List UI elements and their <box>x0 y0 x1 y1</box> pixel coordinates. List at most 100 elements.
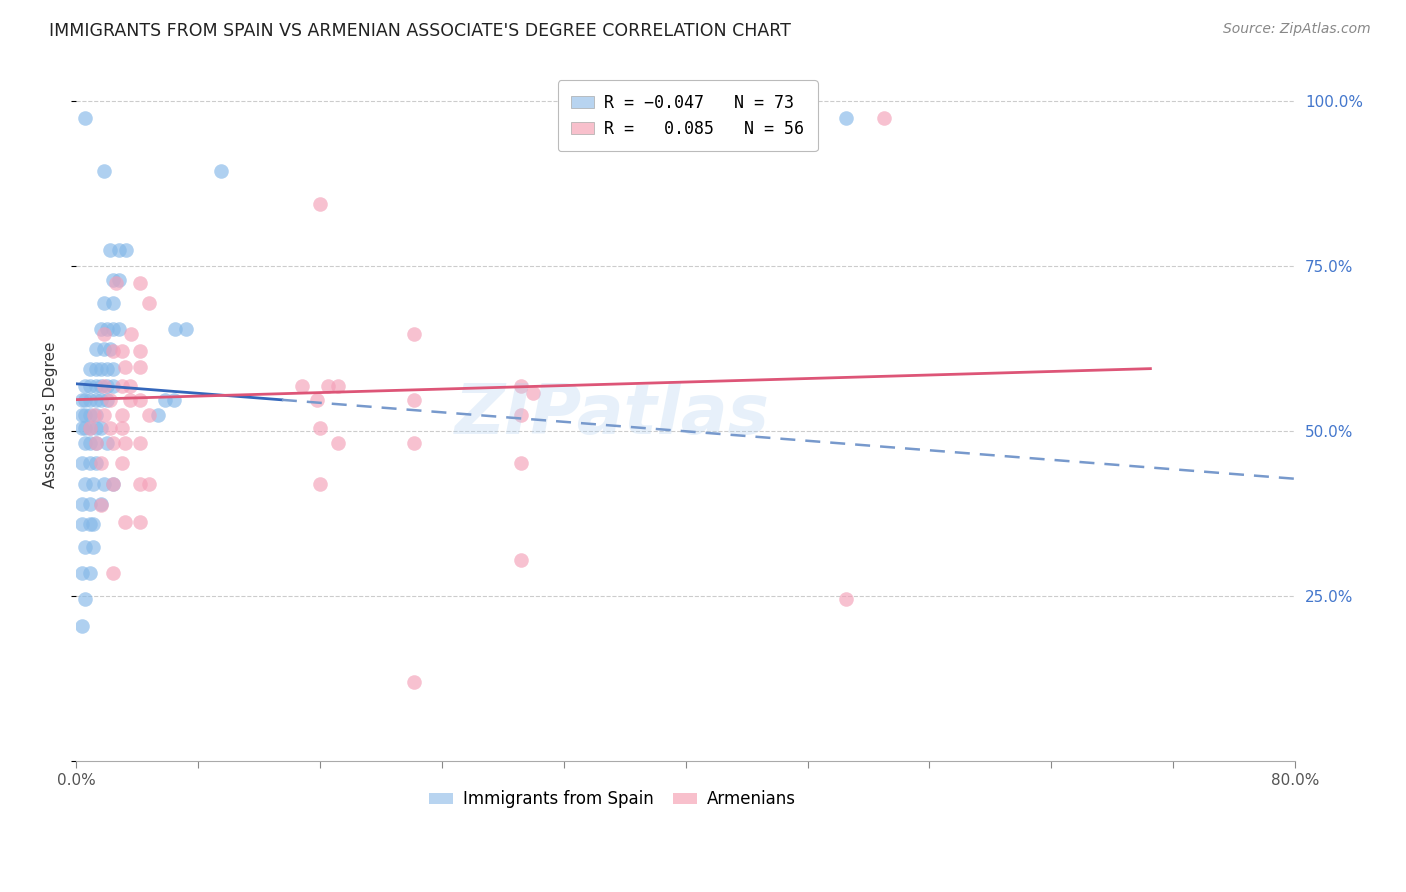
Point <box>75 408 97 422</box>
Point <box>510 456 533 470</box>
Point <box>96 379 118 393</box>
Point <box>108 272 131 286</box>
Point <box>120 326 142 341</box>
Point <box>309 421 332 435</box>
Point <box>309 196 332 211</box>
Point <box>82 477 104 491</box>
Point <box>96 361 118 376</box>
Point <box>90 361 112 376</box>
Point <box>510 379 533 393</box>
Point <box>873 111 896 125</box>
Legend: Immigrants from Spain, Armenians: Immigrants from Spain, Armenians <box>423 784 803 815</box>
Point <box>522 386 544 401</box>
Point <box>79 436 101 450</box>
Text: IMMIGRANTS FROM SPAIN VS ARMENIAN ASSOCIATE'S DEGREE CORRELATION CHART: IMMIGRANTS FROM SPAIN VS ARMENIAN ASSOCI… <box>49 22 792 40</box>
Point <box>101 343 124 358</box>
Point <box>84 392 107 407</box>
Point <box>101 477 124 491</box>
Point <box>72 566 94 580</box>
Point <box>93 163 115 178</box>
Point <box>96 436 118 450</box>
Point <box>115 243 138 257</box>
Point <box>75 392 97 407</box>
Point <box>84 408 107 422</box>
Point <box>148 408 170 422</box>
Point <box>84 456 107 470</box>
Point <box>84 361 107 376</box>
Point <box>114 359 136 374</box>
Point <box>79 497 101 511</box>
Point <box>75 540 97 554</box>
Point <box>93 342 115 356</box>
Point <box>305 392 328 407</box>
Point <box>84 421 107 435</box>
Point <box>101 436 124 450</box>
Point <box>75 436 97 450</box>
Point <box>118 392 141 407</box>
Point <box>90 497 112 511</box>
Point <box>83 408 105 422</box>
Point <box>72 408 94 422</box>
Point <box>79 379 101 393</box>
Point <box>72 421 94 435</box>
Y-axis label: Associate's Degree: Associate's Degree <box>44 342 58 488</box>
Point <box>101 379 124 393</box>
Point <box>72 497 94 511</box>
Point <box>82 516 104 531</box>
Point <box>174 322 197 336</box>
Point <box>96 322 118 336</box>
Point <box>163 392 186 407</box>
Point <box>328 379 350 393</box>
Point <box>510 553 533 567</box>
Point <box>90 392 112 407</box>
Point <box>138 477 160 491</box>
Point <box>79 566 101 580</box>
Point <box>98 342 121 356</box>
Point <box>84 436 107 450</box>
Point <box>118 379 141 393</box>
Point <box>93 408 115 422</box>
Point <box>79 392 101 407</box>
Point <box>72 456 94 470</box>
Point <box>75 111 97 125</box>
Point <box>165 322 187 336</box>
Point <box>101 322 124 336</box>
Point <box>75 477 97 491</box>
Point <box>404 392 426 407</box>
Point <box>404 674 426 689</box>
Point <box>834 111 856 125</box>
Point <box>101 566 124 580</box>
Point <box>72 516 94 531</box>
Point <box>90 456 112 470</box>
Point <box>111 456 134 470</box>
Point <box>291 379 314 393</box>
Point <box>108 243 131 257</box>
Point <box>111 379 134 393</box>
Point <box>79 421 101 435</box>
Point <box>111 421 134 435</box>
Point <box>129 477 152 491</box>
Point <box>510 408 533 422</box>
Point <box>834 592 856 607</box>
Point <box>101 272 124 286</box>
Point <box>79 456 101 470</box>
Point <box>129 276 152 290</box>
Point <box>90 379 112 393</box>
Point <box>84 436 107 450</box>
Point <box>84 342 107 356</box>
Point <box>111 408 134 422</box>
Point <box>98 392 121 407</box>
Point <box>129 436 152 450</box>
Point <box>98 243 121 257</box>
Point <box>79 361 101 376</box>
Point <box>90 322 112 336</box>
Point <box>129 516 152 530</box>
Text: Source: ZipAtlas.com: Source: ZipAtlas.com <box>1223 22 1371 37</box>
Point <box>114 516 136 530</box>
Point <box>79 516 101 531</box>
Point <box>98 421 121 435</box>
Point <box>82 540 104 554</box>
Point <box>404 436 426 450</box>
Point <box>93 295 115 310</box>
Point <box>129 343 152 358</box>
